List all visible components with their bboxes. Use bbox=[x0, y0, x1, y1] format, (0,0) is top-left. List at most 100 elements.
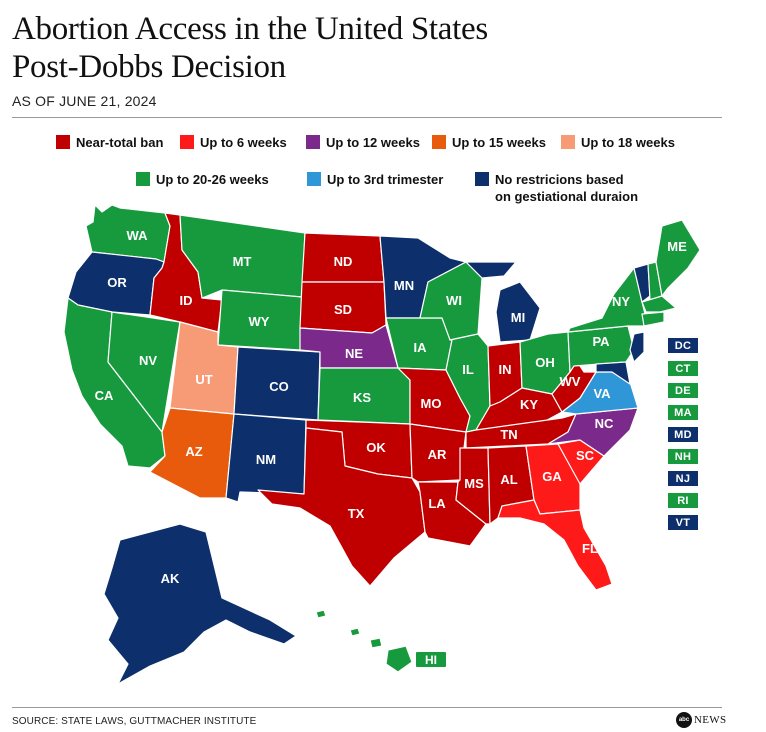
state-label-mn: MN bbox=[394, 278, 414, 293]
state-me[interactable] bbox=[655, 219, 701, 297]
state-ct-ri[interactable] bbox=[641, 311, 665, 327]
state-label-mi: MI bbox=[511, 310, 525, 325]
small-state-dc: DC bbox=[668, 338, 698, 353]
state-hi-big-island[interactable] bbox=[385, 645, 413, 673]
state-label-ky: KY bbox=[520, 397, 538, 412]
state-label-co: CO bbox=[269, 379, 289, 394]
state-label-ut: UT bbox=[195, 372, 212, 387]
state-label-al: AL bbox=[500, 472, 517, 487]
state-label-ks: KS bbox=[353, 390, 371, 405]
state-de-md[interactable] bbox=[595, 361, 631, 385]
state-label-ny: NY bbox=[612, 294, 630, 309]
hi-label-box bbox=[416, 652, 446, 667]
title-line-2: Post-Dobbs Decision bbox=[12, 49, 286, 85]
state-label-nv: NV bbox=[139, 353, 157, 368]
small-state-ma: MA bbox=[668, 405, 698, 420]
state-label-wi: WI bbox=[446, 293, 462, 308]
state-ar[interactable] bbox=[409, 423, 467, 483]
state-label-oh: OH bbox=[535, 355, 555, 370]
state-nc[interactable] bbox=[547, 407, 639, 457]
state-labels: WA OR CA NV ID MT WY UT AZ CO NM ND SD N… bbox=[95, 228, 687, 586]
small-state-ri: RI bbox=[668, 493, 698, 508]
legend-item-up-to-12-weeks: Up to 12 weeks bbox=[306, 134, 420, 151]
abc-logo-text: NEWS bbox=[694, 714, 727, 726]
small-state-nj: NJ bbox=[668, 471, 698, 486]
state-hi-maui[interactable] bbox=[369, 637, 383, 649]
state-label-ne: NE bbox=[345, 346, 363, 361]
legend-item-near-total-ban: Near-total ban bbox=[56, 134, 163, 151]
state-nj[interactable] bbox=[629, 331, 645, 363]
state-label-me: ME bbox=[667, 239, 687, 254]
legend-label: Up to 15 weeks bbox=[452, 135, 546, 150]
state-label-nm: NM bbox=[256, 452, 276, 467]
state-label-tx: TX bbox=[348, 506, 365, 521]
state-label-mt: MT bbox=[233, 254, 252, 269]
state-fl[interactable] bbox=[497, 499, 613, 591]
state-label-in: IN bbox=[499, 362, 512, 377]
state-ak[interactable] bbox=[103, 523, 297, 685]
state-mi[interactable] bbox=[465, 261, 517, 279]
state-label-ia: IA bbox=[414, 340, 428, 355]
state-label-la: LA bbox=[428, 496, 446, 511]
state-label-tn: TN bbox=[500, 427, 517, 442]
state-label-id: ID bbox=[180, 293, 193, 308]
state-tx[interactable] bbox=[257, 427, 426, 587]
legend-item-up-to-20-26-weeks: Up to 20-26 weeks bbox=[136, 171, 269, 188]
legend-label: Up to 12 weeks bbox=[326, 135, 420, 150]
small-state-vt: VT bbox=[668, 515, 698, 530]
state-label-az: AZ bbox=[185, 444, 202, 459]
map-title: Abortion Access in the United States Pos… bbox=[12, 10, 488, 86]
state-label-ga: GA bbox=[542, 469, 562, 484]
state-label-nc: NC bbox=[595, 416, 614, 431]
legend-label: Near-total ban bbox=[76, 135, 164, 150]
state-label-mo: MO bbox=[421, 396, 442, 411]
state-label-wv: WV bbox=[560, 374, 581, 389]
state-label-hi: HI bbox=[425, 653, 437, 667]
state-label-ca: CA bbox=[95, 388, 114, 403]
legend-item-up-to-18-weeks: Up to 18 weeks bbox=[561, 134, 675, 151]
legend-swatch bbox=[432, 135, 446, 149]
legend-swatch bbox=[306, 135, 320, 149]
legend-swatch bbox=[561, 135, 575, 149]
title-line-1: Abortion Access in the United States bbox=[12, 11, 488, 47]
small-state-de: DE bbox=[668, 383, 698, 398]
state-label-or: OR bbox=[107, 275, 127, 290]
legend-swatch bbox=[475, 172, 489, 186]
state-label-il: IL bbox=[462, 362, 474, 377]
legend-label: Up to 18 weeks bbox=[581, 135, 675, 150]
state-label-ak: AK bbox=[161, 571, 180, 586]
state-label-ok: OK bbox=[366, 440, 386, 455]
state-label-fl: FL bbox=[582, 541, 598, 556]
state-label-sc: SC bbox=[576, 448, 595, 463]
small-state-md: MD bbox=[668, 427, 698, 442]
legend-item-up-to-3rd-trimester: Up to 3rd trimester bbox=[307, 171, 443, 188]
legend-label: Up to 3rd trimester bbox=[327, 172, 444, 187]
state-ma[interactable] bbox=[641, 295, 677, 313]
legend-swatch bbox=[136, 172, 150, 186]
state-label-pa: PA bbox=[592, 334, 610, 349]
legend-swatch bbox=[180, 135, 194, 149]
legend-label: Up to 20-26 weeks bbox=[156, 172, 269, 187]
legend-swatch bbox=[307, 172, 321, 186]
legend-item-up-to-6-weeks: Up to 6 weeks bbox=[180, 134, 287, 151]
abc-news-logo: abc NEWS bbox=[676, 712, 726, 728]
state-hi-oahu[interactable] bbox=[349, 627, 361, 637]
legend-label: No restricions based on gestiational dur… bbox=[495, 172, 639, 204]
state-shapes bbox=[63, 204, 701, 685]
state-label-ar: AR bbox=[428, 447, 447, 462]
state-label-nd: ND bbox=[334, 254, 353, 269]
state-label-ms: MS bbox=[464, 476, 484, 491]
legend-item-up-to-15-weeks: Up to 15 weeks bbox=[432, 134, 546, 151]
legend-swatch bbox=[56, 135, 70, 149]
small-state-ct: CT bbox=[668, 361, 698, 376]
state-hi-kauai[interactable] bbox=[315, 609, 327, 619]
state-label-wa: WA bbox=[127, 228, 149, 243]
state-label-va: VA bbox=[593, 386, 611, 401]
source-note: SOURCE: STATE LAWS, GUTTMACHER INSTITUTE bbox=[12, 716, 257, 727]
legend-label: Up to 6 weeks bbox=[200, 135, 287, 150]
abc-logo-mark: abc bbox=[676, 712, 692, 728]
as-of-date: AS OF JUNE 21, 2024 bbox=[12, 93, 157, 109]
state-label-wy: WY bbox=[249, 314, 270, 329]
state-label-sd: SD bbox=[334, 302, 352, 317]
footer-divider bbox=[12, 707, 722, 708]
